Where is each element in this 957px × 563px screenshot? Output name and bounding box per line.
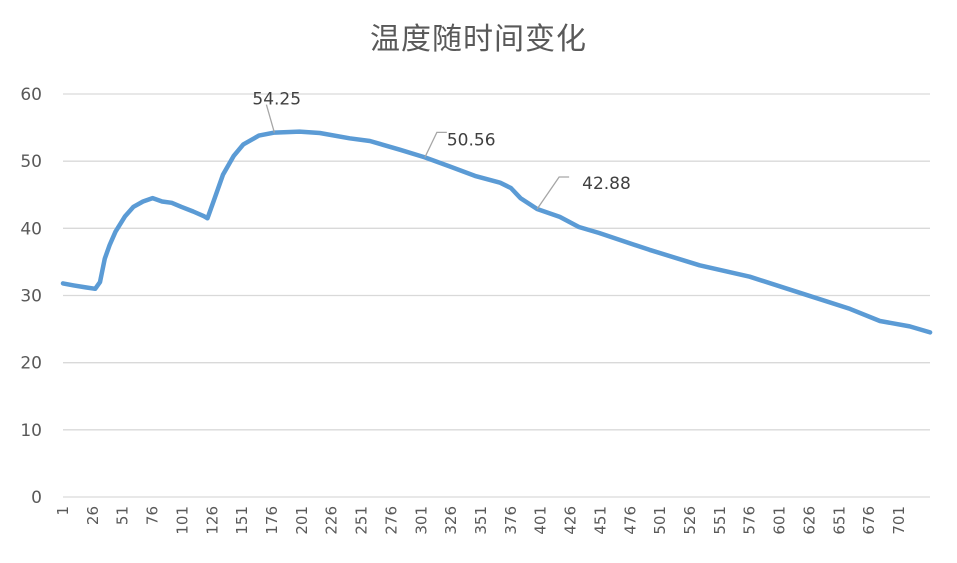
y-axis-labels: 0 10 20 30 40 50 60 [20, 85, 42, 508]
x-tick-label: 576 [741, 506, 759, 535]
x-tick-label: 51 [114, 506, 132, 525]
x-tick-label: 126 [203, 506, 221, 535]
x-tick-label: 426 [562, 506, 580, 535]
y-tick-label: 50 [20, 152, 42, 172]
x-tick-label: 276 [382, 506, 400, 535]
x-tick-label: 301 [412, 506, 430, 535]
leader-line [536, 176, 570, 210]
x-tick-label: 151 [233, 506, 251, 535]
x-tick-label: 676 [860, 506, 878, 535]
x-tick-label: 176 [263, 506, 281, 535]
x-axis-labels: 1 26 51 76 101 126 151 176 201 226 251 276 301 326 351… [54, 506, 908, 535]
x-tick-label: 701 [890, 506, 908, 535]
x-tick-label: 251 [353, 506, 371, 535]
x-tick-label: 26 [84, 506, 102, 525]
x-tick-label: 626 [800, 506, 818, 535]
x-tick-label: 76 [144, 506, 162, 525]
data-labels: 54.25 50.56 42.88 [252, 90, 631, 210]
leader-line [424, 131, 447, 158]
x-tick-label: 1 [54, 506, 72, 516]
x-tick-label: 401 [532, 506, 550, 535]
x-tick-label: 226 [323, 506, 341, 535]
x-tick-label: 326 [442, 506, 460, 535]
y-tick-label: 30 [20, 287, 42, 307]
data-label: 50.56 [447, 130, 496, 150]
x-tick-label: 601 [771, 506, 789, 535]
x-tick-label: 376 [502, 506, 520, 535]
y-tick-label: 60 [20, 85, 42, 105]
x-tick-label: 501 [651, 506, 669, 535]
chart-title: 温度随时间变化 [370, 22, 587, 57]
y-tick-label: 40 [20, 219, 42, 239]
x-tick-label: 651 [830, 506, 848, 535]
y-tick-label: 10 [20, 421, 42, 441]
x-tick-label: 351 [472, 506, 490, 535]
leader-line [265, 104, 276, 133]
y-tick-label: 0 [31, 488, 42, 508]
data-label: 54.25 [252, 90, 301, 110]
x-tick-label: 201 [293, 506, 311, 535]
x-tick-label: 101 [173, 506, 191, 535]
y-tick-label: 20 [20, 354, 42, 374]
gridlines [63, 93, 930, 498]
x-tick-label: 551 [711, 506, 729, 535]
x-tick-label: 451 [591, 506, 609, 535]
x-tick-label: 526 [681, 506, 699, 535]
data-label: 42.88 [582, 174, 631, 194]
x-tick-label: 476 [621, 506, 639, 535]
